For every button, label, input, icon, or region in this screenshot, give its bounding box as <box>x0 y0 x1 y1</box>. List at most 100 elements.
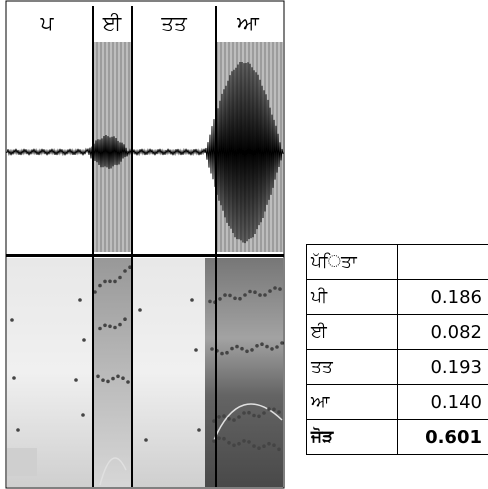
formant-dot <box>118 322 122 327</box>
formant-dot <box>230 346 234 351</box>
spectrogram-low-band <box>7 448 37 476</box>
formant-dot <box>108 279 112 284</box>
formant-dot <box>262 411 266 415</box>
spectrogram-ii <box>93 258 132 487</box>
formant-dot <box>12 376 16 380</box>
formant-dot <box>227 441 231 445</box>
formant-dot <box>116 374 120 379</box>
pitch-contour-aa <box>213 403 283 441</box>
formant-dot <box>253 290 257 295</box>
formant-dot <box>225 350 229 355</box>
formant-dot <box>233 296 237 301</box>
formant-dot <box>242 411 246 415</box>
formant-dot <box>250 348 254 352</box>
segment-label-ii: ਈ <box>102 11 122 35</box>
formant-dot <box>272 443 276 448</box>
formant-dot <box>272 407 276 412</box>
formant-dot <box>93 290 97 294</box>
formant-dot <box>108 324 112 329</box>
formant-dot <box>212 419 216 423</box>
formant-dot <box>263 293 267 297</box>
formant-dot <box>194 348 198 352</box>
formant-dot <box>103 323 107 328</box>
row-value: 0.140 <box>397 384 488 420</box>
formant-dot <box>78 298 82 302</box>
formant-dot <box>247 410 251 415</box>
formant-dot <box>267 407 271 411</box>
formant-dot <box>212 439 216 443</box>
formant-dot <box>278 287 282 291</box>
formant-dot <box>262 444 266 449</box>
formant-dot <box>280 341 284 345</box>
formant-dot <box>268 289 272 293</box>
formant-dot <box>240 346 244 351</box>
pitch-contour-ii <box>99 457 127 486</box>
row-label: ਈ <box>306 314 398 350</box>
formant-dot <box>243 293 247 297</box>
row-value: 0.193 <box>397 349 488 385</box>
row-value: 0.082 <box>397 314 488 350</box>
total-label: ਜੋੜ <box>306 419 398 455</box>
formant-dot <box>242 439 246 443</box>
formant-dot <box>257 446 261 451</box>
formant-dot <box>208 299 212 304</box>
table-header-label: ਪੱਿਤਾ <box>306 244 398 280</box>
formant-dot <box>252 413 256 418</box>
formant-dot <box>113 325 117 330</box>
formant-dot <box>238 296 242 301</box>
formant-dot <box>252 444 256 448</box>
formant-dot <box>217 415 221 419</box>
formant-dot <box>197 428 201 432</box>
total-value: 0.601 <box>397 419 488 455</box>
formant-dot <box>258 293 262 297</box>
formant-dot <box>98 326 102 331</box>
formant-dot <box>190 298 194 302</box>
formant-dot <box>10 318 14 322</box>
formant-dot <box>267 441 271 446</box>
formant-dot <box>275 345 279 349</box>
table-row: ਪੀ 0.186 <box>306 279 488 315</box>
formant-dot <box>260 342 264 347</box>
formant-dot <box>128 265 132 270</box>
table-row: ਈ 0.082 <box>306 314 488 350</box>
formant-dot <box>277 410 281 414</box>
formant-dot <box>227 417 231 421</box>
formant-dot <box>82 338 86 342</box>
formant-dot <box>121 376 125 381</box>
table-row: ਆ 0.140 <box>306 384 488 420</box>
formant-dot <box>223 293 227 297</box>
segment-label-aa: ਆ <box>236 11 260 35</box>
table-row: ਤਤ 0.193 <box>306 349 488 385</box>
table-header-row: ਪੱਿਤਾ <box>306 244 488 280</box>
formant-dot <box>123 269 127 273</box>
formant-dot <box>222 436 226 441</box>
formant-dot <box>217 436 221 441</box>
formant-dot <box>277 447 281 452</box>
formant-dot <box>247 440 251 444</box>
formant-dot <box>113 279 117 284</box>
formant-dot <box>245 349 249 354</box>
table-header-empty <box>397 244 488 280</box>
speech-analysis-figure: ਪ ਈ ਤਤ ਆ <box>5 0 285 489</box>
row-label: ਤਤ <box>306 349 398 385</box>
formant-dot <box>74 378 78 382</box>
formant-dot <box>228 293 232 298</box>
formant-dot <box>255 344 259 348</box>
formant-dot <box>218 297 222 301</box>
formant-dot <box>270 347 274 351</box>
duration-table: ਪੱਿਤਾ ਪੀ 0.186 ਈ 0.082 ਤਤ 0.193 ਆ 0.140 … <box>306 244 488 455</box>
waveform <box>6 61 284 244</box>
table-total-row: ਜੋੜ 0.601 <box>306 419 488 455</box>
formant-dot <box>111 376 115 381</box>
formant-dot <box>81 413 85 417</box>
formant-dot <box>144 438 148 442</box>
formant-dot <box>237 415 241 419</box>
segment-label-tat: ਤਤ <box>160 11 188 35</box>
row-value: 0.186 <box>397 279 488 315</box>
formant-dot <box>123 317 127 322</box>
formant-dot <box>210 347 214 351</box>
formant-dot <box>103 279 107 284</box>
formant-dot <box>98 283 102 288</box>
formant-tracks <box>10 265 284 452</box>
formant-dot <box>96 374 100 379</box>
